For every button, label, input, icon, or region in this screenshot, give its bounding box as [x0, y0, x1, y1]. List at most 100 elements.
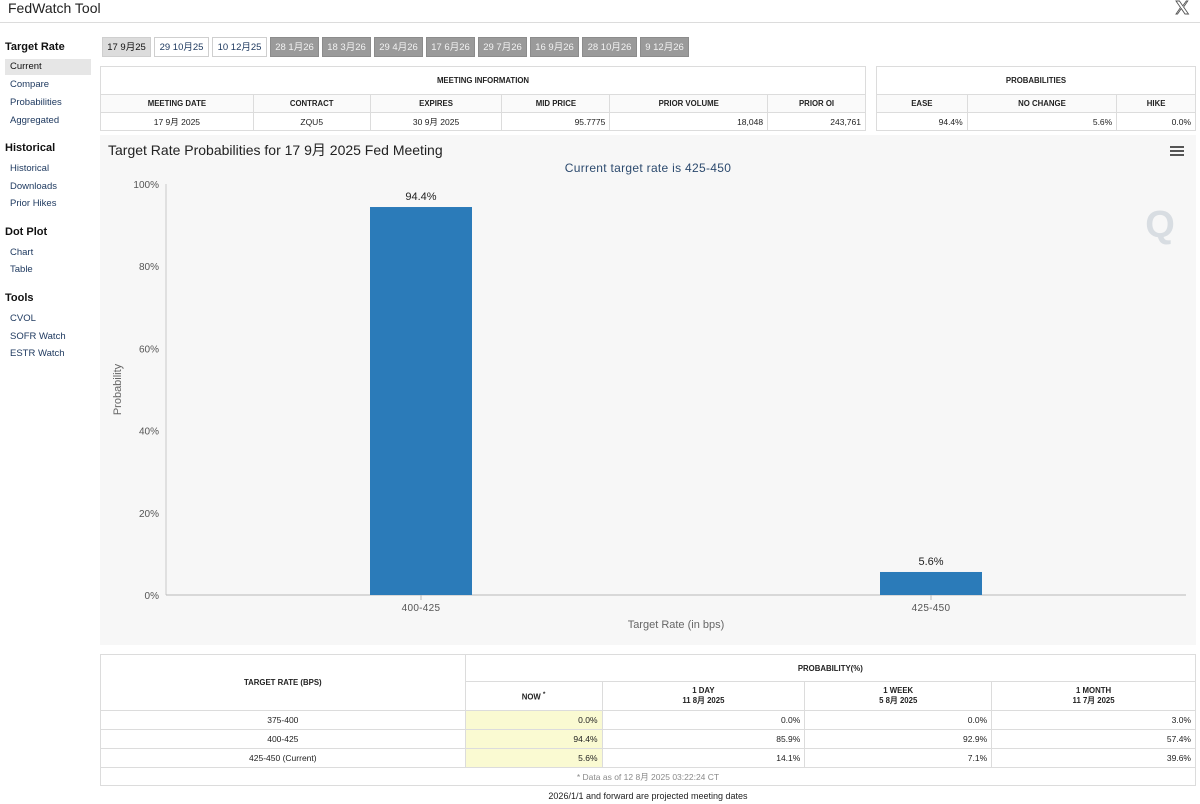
sidebar-item-table[interactable]: Table — [10, 264, 33, 275]
y-tick-label: 0% — [145, 591, 160, 602]
column-date: 5 8月 2025 — [879, 696, 918, 706]
chart-panel: Current target rate is 425-450 Q 0% 20% 40% 6… — [100, 135, 1196, 645]
sidebar-section-tools: Tools — [5, 292, 34, 304]
now-cell: 94.4% — [464, 729, 603, 749]
sidebar-section-dot-plot: Dot Plot — [5, 226, 48, 238]
column-header: HIKE — [1116, 94, 1196, 113]
sidebar-item-historical[interactable]: Historical — [10, 163, 50, 174]
tab-meeting-date[interactable]: 17 9月25 — [102, 37, 151, 57]
column-header: NO CHANGE — [966, 94, 1118, 113]
bar-data-label: 94.4% — [405, 191, 436, 203]
y-tick-label: 20% — [139, 509, 159, 520]
one-day-cell: 14.1% — [601, 748, 806, 768]
contract-value: ZQU5 — [252, 112, 371, 131]
watermark-logo: Q — [1145, 204, 1175, 246]
column-date: 11 8月 2025 — [682, 696, 725, 706]
target-rate-probability-table: TARGET RATE (BPS) PROBABILITY(%) NOW * 1… — [100, 653, 1197, 786]
prior-oi-value: 243,761 — [767, 112, 866, 131]
one-week-cell: 7.1% — [804, 748, 993, 768]
y-tick-label: 80% — [139, 262, 159, 273]
tab-meeting-date[interactable]: 10 12月25 — [212, 37, 267, 57]
sidebar-item-chart[interactable]: Chart — [10, 247, 34, 258]
sidebar-item-compare[interactable]: Compare — [10, 79, 50, 90]
column-label: 1 WEEK — [883, 686, 914, 696]
bar — [370, 207, 472, 595]
tab-meeting-date[interactable]: 29 4月26 — [374, 37, 423, 57]
ease-value: 94.4% — [876, 112, 968, 131]
table-row: 425-450 (Current) 5.6% 14.1% 7.1% 39.6% — [100, 748, 1196, 768]
one-day-cell: 85.9% — [601, 729, 806, 749]
tab-meeting-date[interactable]: 28 1月26 — [270, 37, 319, 57]
x-tick-label: 400-425 — [402, 603, 441, 614]
data-timestamp-note: * Data as of 12 8月 2025 03:22:24 CT — [100, 767, 1196, 786]
now-cell: 0.0% — [464, 710, 603, 730]
column-label: 1 MONTH — [1076, 686, 1112, 696]
tab-meeting-date[interactable]: 17 6月26 — [426, 37, 475, 57]
sidebar-item-current[interactable]: Current — [5, 59, 91, 75]
one-day-cell: 0.0% — [601, 710, 806, 730]
target-rate-cell: 400-425 — [100, 729, 466, 749]
target-rate-cell: 375-400 — [100, 710, 466, 730]
one-month-cell: 39.6% — [991, 748, 1196, 768]
target-rate-header: TARGET RATE (BPS) — [100, 654, 466, 711]
column-date: 11 7月 2025 — [1072, 696, 1115, 706]
sidebar-section-historical: Historical — [5, 142, 56, 154]
probability-bar-chart: Current target rate is 425-450 Q 0% 20% 40% 6… — [112, 161, 1186, 631]
now-cell: 5.6% — [464, 748, 603, 768]
mid-price-value: 95.7775 — [501, 112, 611, 131]
sidebar-item-prior-hikes[interactable]: Prior Hikes — [10, 198, 57, 209]
tab-meeting-date[interactable]: 29 7月26 — [478, 37, 527, 57]
column-header: CONTRACT — [252, 94, 371, 113]
column-header: PRIOR VOLUME — [609, 94, 769, 113]
chart-subtitle: Current target rate is 425-450 — [565, 161, 731, 175]
tab-meeting-date[interactable]: 28 10月26 — [582, 37, 637, 57]
y-tick-label: 60% — [139, 344, 159, 355]
one-month-cell: 57.4% — [991, 729, 1196, 749]
no-change-value: 5.6% — [966, 112, 1118, 131]
top-bar: FedWatch Tool — [0, 0, 1200, 23]
y-tick-label: 40% — [139, 427, 159, 438]
sidebar-item-cvol[interactable]: CVOL — [10, 313, 36, 324]
footer-note: 2026/1/1 and forward are projected meeti… — [548, 791, 748, 801]
x-close-icon[interactable] — [1174, 0, 1190, 16]
column-header: MEETING DATE — [100, 94, 254, 113]
column-header-now: NOW * — [464, 681, 603, 711]
tab-meeting-date[interactable]: 29 10月25 — [154, 37, 209, 57]
sidebar-item-probabilities[interactable]: Probabilities — [10, 97, 62, 108]
meeting-date-value: 17 9月 2025 — [100, 112, 254, 131]
bar-data-label: 5.6% — [918, 556, 943, 568]
x-tick-label: 425-450 — [912, 603, 951, 614]
x-axis-label: Target Rate (in bps) — [628, 619, 725, 631]
column-header-1-week: 1 WEEK 5 8月 2025 — [804, 681, 993, 711]
probabilities-header: PROBABILITIES — [876, 66, 1196, 95]
bar — [880, 571, 982, 595]
tab-meeting-date[interactable]: 9 12月26 — [640, 37, 689, 57]
prior-volume-value: 18,048 — [609, 112, 769, 131]
table-row: 375-400 0.0% 0.0% 0.0% 3.0% — [100, 710, 1196, 730]
probability-header: PROBABILITY(%) — [464, 653, 1197, 683]
footnote-marker: * — [542, 690, 546, 698]
one-week-cell: 0.0% — [804, 710, 993, 730]
tab-meeting-date[interactable]: 18 3月26 — [322, 37, 371, 57]
column-header: MID PRICE — [501, 94, 611, 113]
chart-title: Target Rate Probabilities for 17 9月 2025… — [108, 142, 443, 158]
sidebar-item-estr-watch[interactable]: ESTR Watch — [10, 348, 65, 359]
column-label: NOW — [521, 692, 541, 702]
table-row: 400-425 94.4% 85.9% 92.9% 57.4% — [100, 729, 1196, 749]
sidebar-section-target-rate: Target Rate — [5, 41, 65, 53]
probabilities-table: PROBABILITIES EASE NO CHANGE HIKE 94.4% … — [876, 66, 1196, 131]
meeting-information-header: MEETING INFORMATION — [100, 66, 866, 95]
target-rate-cell: 425-450 (Current) — [100, 748, 466, 768]
sidebar-item-downloads[interactable]: Downloads — [10, 181, 57, 192]
chart-menu-icon[interactable] — [1170, 145, 1184, 157]
y-tick-label: 100% — [133, 180, 159, 191]
sidebar-item-sofr-watch[interactable]: SOFR Watch — [10, 331, 66, 342]
sidebar-item-aggregated[interactable]: Aggregated — [10, 115, 60, 126]
column-header: PRIOR OI — [767, 94, 866, 113]
column-header-1-month: 1 MONTH 11 7月 2025 — [991, 681, 1196, 711]
expires-value: 30 9月 2025 — [369, 112, 503, 131]
column-header-1-day: 1 DAY 11 8月 2025 — [601, 681, 806, 711]
tab-meeting-date[interactable]: 16 9月26 — [530, 37, 579, 57]
column-header: EXPIRES — [369, 94, 503, 113]
one-week-cell: 92.9% — [804, 729, 993, 749]
